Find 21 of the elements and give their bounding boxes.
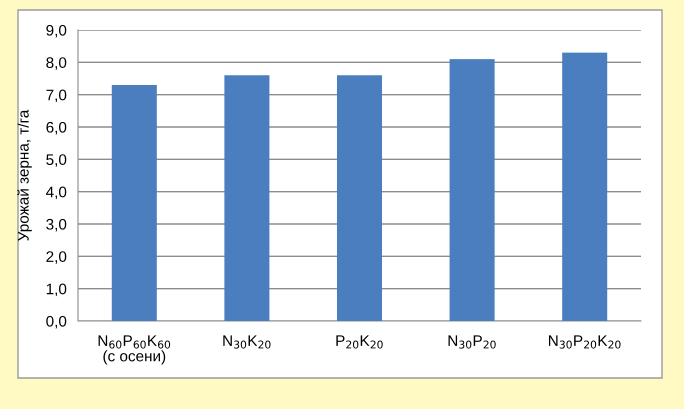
x-tick-label: N$_{30}$K$_{20}$: [223, 335, 271, 349]
y-tick-label: 8,0: [46, 57, 66, 70]
x-tick-label: N$_{60}$P$_{60}$K$_{60}$ (с осени): [98, 335, 170, 364]
bar: [112, 84, 157, 321]
y-tick-label: 9,0: [46, 24, 66, 38]
y-tick-label: 2,0: [46, 251, 66, 264]
y-tick-label: 4,0: [46, 186, 66, 200]
bar: [562, 52, 608, 321]
y-tick-label: 7,0: [46, 90, 66, 102]
bar: [450, 59, 495, 321]
y-tick-label: 6,0: [46, 122, 66, 134]
y-tick-label: 1,0: [46, 284, 66, 296]
x-tick-label: P$_{20}$K$_{20}$: [336, 335, 383, 349]
y-tick-label: 5,0: [46, 154, 66, 167]
x-tick-label: N$_{30}$P$_{20}$K$_{20}$: [548, 335, 621, 349]
y-tick-label: 0,0: [46, 316, 66, 328]
bar: [336, 75, 382, 321]
y-axis-title: Урожай зерна, т/га: [17, 110, 32, 241]
y-tick-label: 3,0: [46, 218, 66, 232]
x-tick-label: N$_{30}$P$_{20}$: [448, 335, 496, 349]
bar: [224, 75, 270, 321]
